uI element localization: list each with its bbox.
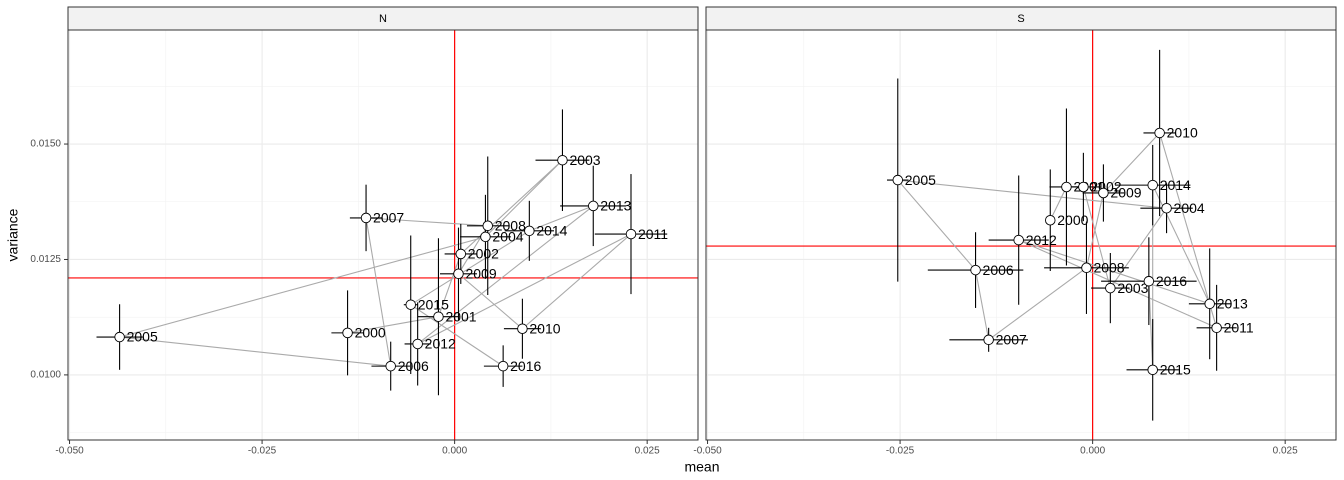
point-label: 2014 (536, 223, 567, 239)
point (1143, 275, 1155, 287)
point-label: 2011 (1224, 320, 1254, 336)
strip-label: S (1017, 13, 1024, 25)
point-label: 2005 (127, 329, 158, 345)
panel-border (67, 29, 699, 441)
point (970, 264, 981, 276)
point (453, 268, 464, 280)
point-label: 2005 (905, 172, 936, 188)
y-tick-label: 0.0100 (30, 370, 61, 381)
point (1045, 214, 1056, 226)
point-label: 2000 (1057, 212, 1088, 228)
point (557, 154, 568, 166)
point (1154, 127, 1165, 139)
point-label: 2014 (1160, 177, 1191, 193)
point (1061, 181, 1072, 193)
point (517, 323, 528, 334)
point-label: 2006 (983, 262, 1014, 278)
point (497, 360, 509, 372)
point (455, 248, 467, 260)
x-tick-label: -0.050 (55, 446, 84, 457)
point-label: 2007 (996, 332, 1027, 348)
point (405, 299, 416, 310)
point-label: 2012 (425, 336, 456, 352)
point (1161, 202, 1172, 214)
year-path (896, 131, 1218, 370)
point (983, 334, 994, 346)
point-label: 2004 (492, 229, 523, 245)
point-label: 2016 (510, 358, 541, 374)
x-tick-label: -0.050 (693, 446, 722, 457)
point-label: 2015 (1160, 362, 1191, 378)
point-label: 2009 (1110, 185, 1141, 201)
y-tick-label: 0.0125 (30, 254, 61, 265)
point (1147, 364, 1158, 376)
y-tick-label: 0.0150 (30, 139, 61, 150)
point (342, 327, 353, 339)
point-label: 2007 (373, 210, 404, 226)
point-label: 2011 (638, 226, 668, 242)
point (433, 311, 444, 322)
point-label: 2012 (1026, 232, 1057, 248)
point-label: 2013 (1217, 295, 1248, 311)
point (588, 200, 599, 212)
x-tick-label: -0.025 (248, 446, 277, 457)
point-label: 2010 (529, 320, 560, 336)
panel-border (705, 29, 1337, 441)
x-tick-label: 0.000 (442, 446, 467, 457)
point-label: 2003 (569, 152, 600, 168)
point (625, 228, 637, 240)
point (360, 212, 372, 224)
point-label: 2009 (465, 265, 496, 281)
x-tick-label: 0.025 (635, 446, 660, 457)
y-axis-label: variance (5, 208, 21, 261)
point-label: 2008 (495, 217, 526, 233)
point (1081, 262, 1092, 274)
strip-label: N (379, 13, 387, 25)
point-label: 2010 (1167, 125, 1198, 141)
point (114, 331, 125, 343)
point (1098, 187, 1109, 199)
point (1204, 298, 1215, 310)
point-label: 2013 (600, 198, 631, 214)
point-label: 2000 (355, 325, 386, 341)
point-label: 2015 (418, 296, 449, 312)
point (1211, 322, 1222, 334)
point (412, 338, 423, 350)
point-label: 2002 (468, 246, 499, 262)
point (1013, 234, 1024, 246)
point (480, 231, 491, 243)
x-tick-label: 0.000 (1080, 446, 1105, 457)
x-tick-label: -0.025 (886, 446, 915, 457)
point (1078, 181, 1089, 193)
point-label: 2002 (1090, 179, 1121, 195)
point-label: 2006 (398, 358, 429, 374)
point-label: 2004 (1174, 200, 1205, 216)
point-label: 2001 (445, 308, 476, 324)
point-label: 2003 (1117, 280, 1148, 296)
point-label: 2008 (1093, 259, 1124, 275)
point (892, 174, 904, 186)
point (1147, 179, 1158, 191)
point (1105, 282, 1116, 294)
point-label: 2016 (1156, 273, 1187, 289)
x-tick-label: 0.025 (1273, 446, 1298, 457)
point (385, 360, 396, 372)
x-axis-label: mean (684, 459, 719, 475)
point (482, 220, 493, 232)
point (524, 225, 535, 237)
